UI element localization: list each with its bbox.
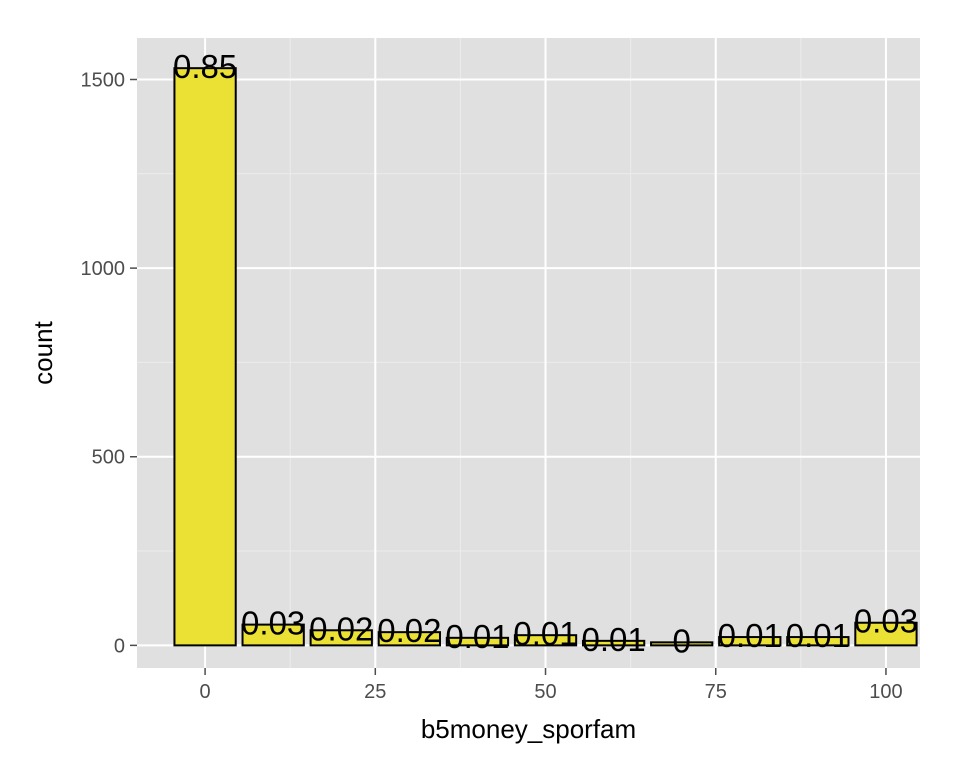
bar-value-label: 0.01	[718, 617, 782, 654]
plot-panel	[137, 38, 920, 668]
y-tick-label: 1500	[81, 69, 126, 91]
bar	[241, 623, 305, 647]
y-tick-label: 1000	[81, 258, 126, 280]
bar	[377, 631, 441, 647]
bar-value-label: 0.01	[513, 615, 577, 652]
bar-value-label: 0.03	[854, 603, 918, 640]
x-tick-label: 0	[200, 681, 211, 703]
bar-value-label: 0.02	[377, 612, 441, 649]
y-axis-title: count	[28, 320, 58, 384]
bar	[581, 639, 646, 647]
y-tick-label: 0	[114, 635, 125, 657]
bar	[718, 636, 782, 647]
x-axis-title: b5money_sporfam	[421, 714, 636, 744]
bar	[513, 634, 578, 647]
bar-value-label: 0.02	[309, 610, 373, 647]
bar	[786, 636, 850, 647]
bar	[173, 67, 237, 647]
bar-value-label: 0.85	[173, 48, 237, 85]
minor-gridlines	[137, 38, 920, 668]
bar-value-label: 0.01	[786, 617, 850, 654]
bar-value-label: 0.01	[445, 618, 509, 655]
bar-value-label: 0.01	[581, 621, 645, 658]
x-tick-label: 25	[364, 681, 386, 703]
y-tick-label: 500	[92, 447, 125, 469]
x-tick-label: 100	[869, 681, 902, 703]
x-tick-label: 50	[534, 681, 556, 703]
y-axis: 0 500 1000 1500	[81, 69, 137, 657]
bar	[650, 641, 714, 647]
bar-value-label: 0	[673, 622, 691, 659]
bar-value-label: 0.03	[241, 605, 305, 642]
bar	[854, 621, 918, 647]
bar-labels: 0.850.03 0.02 0.02 0.01 0.01 0.01 0 0.01 0.01 0.0…	[173, 48, 918, 659]
bar	[309, 629, 373, 647]
x-axis: 0 25 50 75 100	[200, 668, 903, 703]
bar	[445, 636, 510, 647]
x-tick-label: 75	[705, 681, 727, 703]
bars	[173, 67, 918, 647]
